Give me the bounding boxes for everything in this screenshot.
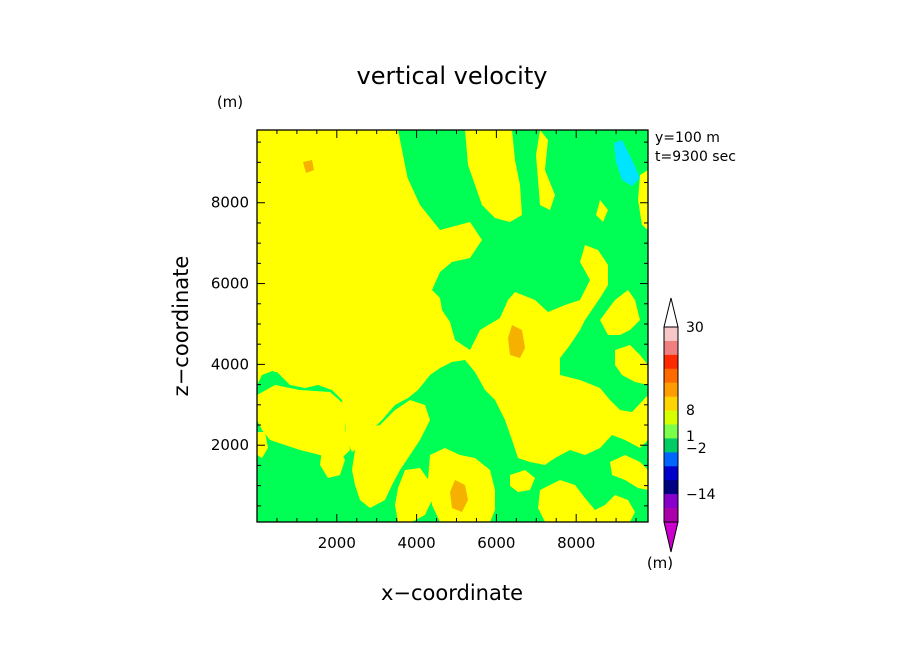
x-tick-label: 2000	[318, 534, 356, 552]
y-axis-label: z−coordinate	[169, 256, 193, 397]
x-tick-label: 8000	[557, 534, 595, 552]
x-tick-label: 4000	[397, 534, 435, 552]
colorbar-band	[664, 354, 678, 370]
yellow-region	[536, 130, 555, 210]
yellow-region	[465, 130, 522, 222]
colorbar-band	[664, 438, 678, 453]
colorbar-band	[664, 494, 678, 509]
colorbar-band	[664, 508, 678, 523]
yellow-region	[510, 470, 535, 492]
orange-region	[450, 480, 468, 512]
orange-region	[303, 160, 314, 173]
colorbar-band	[664, 424, 678, 439]
axes: 2000 4000 6000 8000 2000 4000 6000 8000	[211, 130, 648, 552]
x-axis-label: x−coordinate	[381, 581, 523, 605]
colorbar-label: 8	[686, 403, 695, 419]
y-tick-label: 8000	[211, 194, 249, 212]
yellow-region	[538, 480, 635, 522]
yellow-region	[257, 385, 350, 460]
yellow-region	[257, 325, 302, 372]
colorbar-band	[664, 466, 678, 481]
colorbar-label: −2	[686, 441, 707, 457]
colorbar-band	[664, 396, 678, 411]
yellow-region	[638, 170, 648, 230]
x-tick-label: 6000	[477, 534, 515, 552]
colorbar-band	[664, 480, 678, 495]
colorbar-band	[664, 327, 678, 342]
yellow-region	[615, 345, 648, 385]
colorbar-band	[664, 452, 678, 467]
yellow-region	[600, 290, 640, 335]
colorbar-band	[664, 382, 678, 397]
colorbar-band	[664, 410, 678, 425]
yellow-region	[320, 445, 345, 478]
annotation-y: y=100 m	[655, 130, 720, 146]
annotation-t: t=9300 sec	[655, 149, 736, 165]
colorbar-label: 1	[686, 429, 695, 445]
colorbar-band	[664, 368, 678, 384]
y-tick-label: 4000	[211, 355, 249, 373]
colorbar-band	[664, 340, 678, 356]
yellow-region	[596, 200, 608, 222]
yellow-region	[352, 400, 430, 508]
colorbar-label: 30	[686, 320, 704, 336]
colorbar-top-arrow	[663, 297, 679, 328]
strong-positive-regions	[303, 160, 525, 512]
positive-velocity-regions	[257, 130, 648, 522]
yellow-region	[257, 130, 420, 300]
yellow-region	[257, 268, 292, 302]
y-tick-label: 6000	[211, 275, 249, 293]
y-tick-label: 2000	[211, 436, 249, 454]
negative-velocity-region	[614, 140, 640, 186]
chart-title: vertical velocity	[357, 62, 548, 90]
plot-frame	[256, 129, 649, 523]
orange-region	[508, 325, 525, 358]
contour-field	[257, 130, 648, 522]
colorbar-unit-label: (m)	[647, 554, 673, 572]
colorbar: 30 8 1−2 −14	[663, 297, 716, 553]
colorbar-bottom-arrow	[663, 521, 679, 553]
yellow-region	[610, 455, 648, 490]
y-unit-label: (m)	[217, 93, 243, 111]
yellow-region	[395, 468, 432, 522]
colorbar-label: −14	[686, 487, 716, 503]
